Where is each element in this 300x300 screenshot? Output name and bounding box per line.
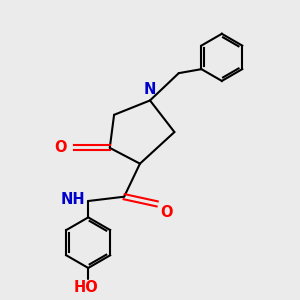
Text: HO: HO	[74, 280, 98, 295]
Text: NH: NH	[60, 192, 85, 207]
Text: O: O	[160, 205, 173, 220]
Text: N: N	[144, 82, 156, 97]
Text: O: O	[54, 140, 67, 155]
